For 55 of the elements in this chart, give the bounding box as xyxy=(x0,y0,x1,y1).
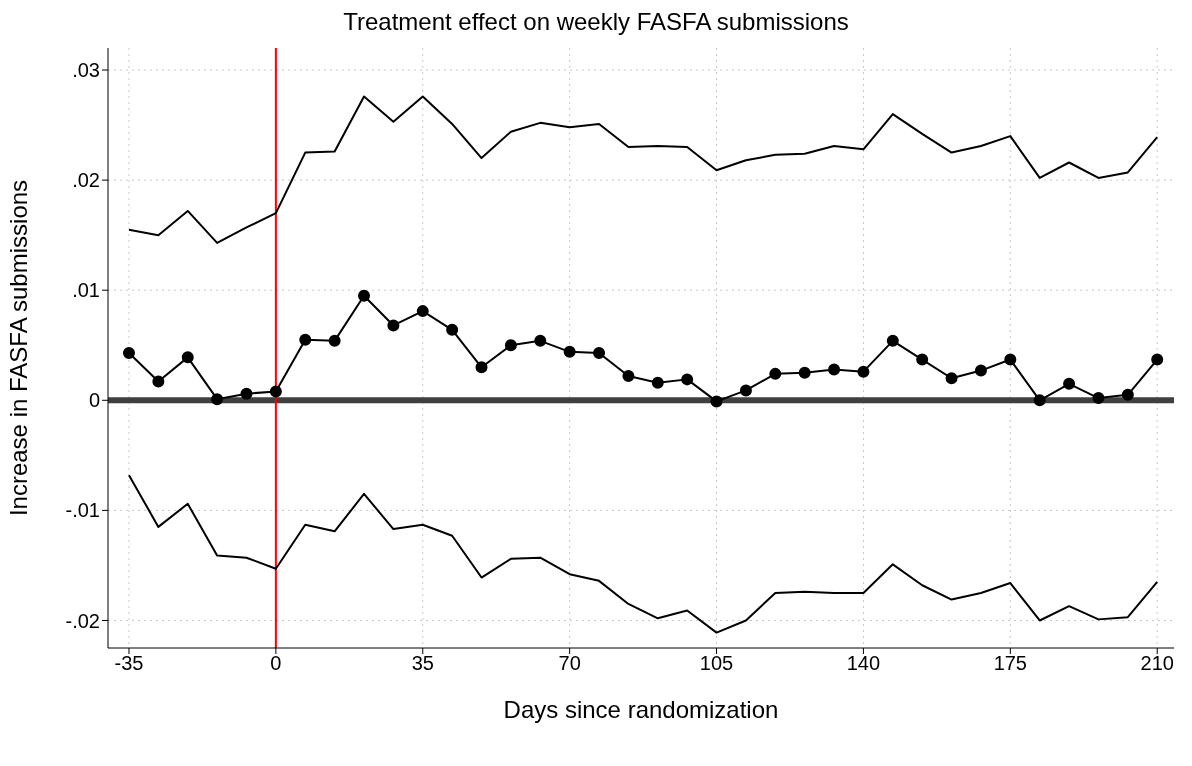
point xyxy=(269,385,282,398)
point xyxy=(974,364,987,377)
y-tick-label: 0 xyxy=(88,389,100,412)
point xyxy=(1063,377,1076,390)
point xyxy=(475,361,488,374)
point xyxy=(211,393,224,406)
x-tick-label: 140 xyxy=(846,652,881,675)
point xyxy=(798,366,811,379)
y-tick-label: -.02 xyxy=(65,609,100,632)
point xyxy=(710,395,723,408)
x-tick-label: -35 xyxy=(114,652,144,675)
point xyxy=(122,346,135,359)
line-series xyxy=(127,95,1159,244)
point xyxy=(886,334,899,347)
point xyxy=(534,334,547,347)
point xyxy=(504,339,517,352)
point xyxy=(328,334,341,347)
y-axis-title: Increase in FASFA submissions xyxy=(4,179,32,517)
point xyxy=(358,289,371,302)
point xyxy=(1121,388,1134,401)
point xyxy=(1092,392,1105,405)
x-tick-label: 0 xyxy=(270,652,282,675)
x-axis-title: Days since randomization xyxy=(503,696,779,723)
line-series xyxy=(127,474,1159,634)
y-tick-label: .03 xyxy=(72,59,100,82)
point xyxy=(387,319,400,332)
x-tick-label: 70 xyxy=(558,652,581,675)
y-tick-label: .01 xyxy=(72,279,100,302)
point xyxy=(416,305,429,318)
point xyxy=(828,363,841,376)
point xyxy=(181,351,194,364)
x-tick-label: 175 xyxy=(993,652,1028,675)
x-tick-label: 35 xyxy=(411,652,434,675)
point xyxy=(916,353,929,366)
y-tick-label: .02 xyxy=(72,169,100,192)
point xyxy=(945,372,958,385)
point xyxy=(593,346,606,359)
point xyxy=(1033,394,1046,407)
point xyxy=(769,367,782,380)
y-tick-label: -.01 xyxy=(65,499,100,522)
point xyxy=(152,375,165,388)
point xyxy=(622,370,635,383)
point xyxy=(681,373,694,386)
x-tick-label: 105 xyxy=(699,652,734,675)
point xyxy=(1004,353,1017,366)
point xyxy=(563,345,576,358)
point xyxy=(240,387,253,400)
point xyxy=(299,333,312,346)
x-tick-label: 210 xyxy=(1140,652,1174,675)
point xyxy=(1151,353,1164,366)
point xyxy=(857,365,870,378)
point xyxy=(446,323,459,336)
chart-title: Treatment effect on weekly FASFA submissions xyxy=(342,8,850,37)
point xyxy=(739,384,752,397)
point xyxy=(651,376,664,389)
